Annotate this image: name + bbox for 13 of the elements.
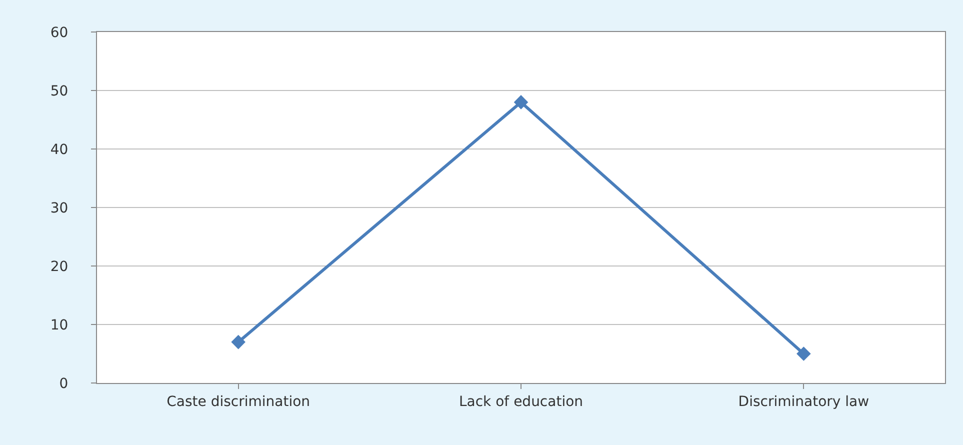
y-tick-label: 10 — [50, 317, 68, 334]
x-tick-label: Lack of education — [458, 394, 584, 410]
point — [231, 334, 246, 350]
y-tick-label: 20 — [50, 258, 68, 275]
y-tick-label: 30 — [50, 200, 68, 216]
x-tick-label: Discriminatory law — [738, 394, 870, 410]
y-tick-label: 50 — [50, 83, 68, 100]
point — [796, 346, 811, 361]
y-tick-label: 60 — [50, 24, 68, 41]
y-tick-label: 40 — [50, 142, 68, 158]
y-tick-label: 0 — [59, 376, 68, 392]
point — [514, 95, 528, 110]
x-tick-label: Caste discrimination — [166, 394, 310, 410]
